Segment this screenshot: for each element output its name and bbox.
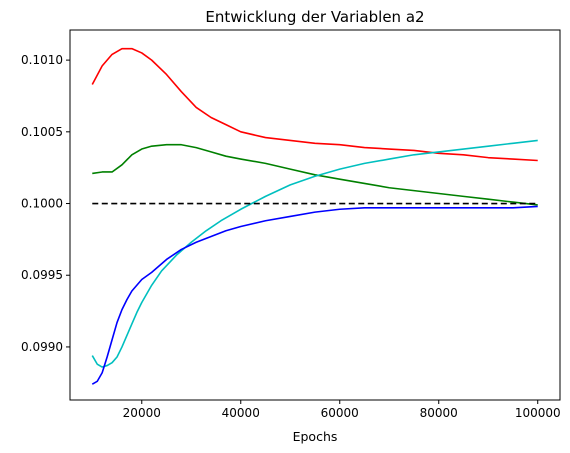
x-axis-label: Epochs [293, 429, 338, 444]
plot-frame [69, 29, 561, 401]
series-line-1 [91, 47, 538, 162]
x-tick-label: 100000 [515, 406, 561, 420]
y-tick-label: 0.1010 [21, 53, 63, 67]
y-tick-label: 0.1000 [21, 197, 63, 211]
x-tick-label: 60000 [321, 406, 359, 420]
plot-area [70, 30, 560, 400]
x-tick-label: 40000 [222, 406, 260, 420]
x-tick-label: 20000 [123, 406, 161, 420]
series-line-2 [92, 143, 538, 206]
x-axis-ticks: 20000 40000 60000 80000 100000 [123, 400, 561, 420]
y-tick-label: 0.0990 [21, 340, 63, 354]
y-tick-label: 0.1005 [21, 125, 63, 139]
series-layer [91, 47, 538, 385]
y-axis-ticks: 0.0990 0.0995 0.1000 0.1005 0.1010 [21, 53, 70, 354]
chart-title: Entwicklung der Variablen a2 [205, 8, 424, 26]
y-tick-label: 0.0995 [21, 268, 63, 282]
series-line-3 [91, 139, 538, 368]
x-tick-label: 80000 [420, 406, 458, 420]
series-line-4 [91, 205, 538, 385]
